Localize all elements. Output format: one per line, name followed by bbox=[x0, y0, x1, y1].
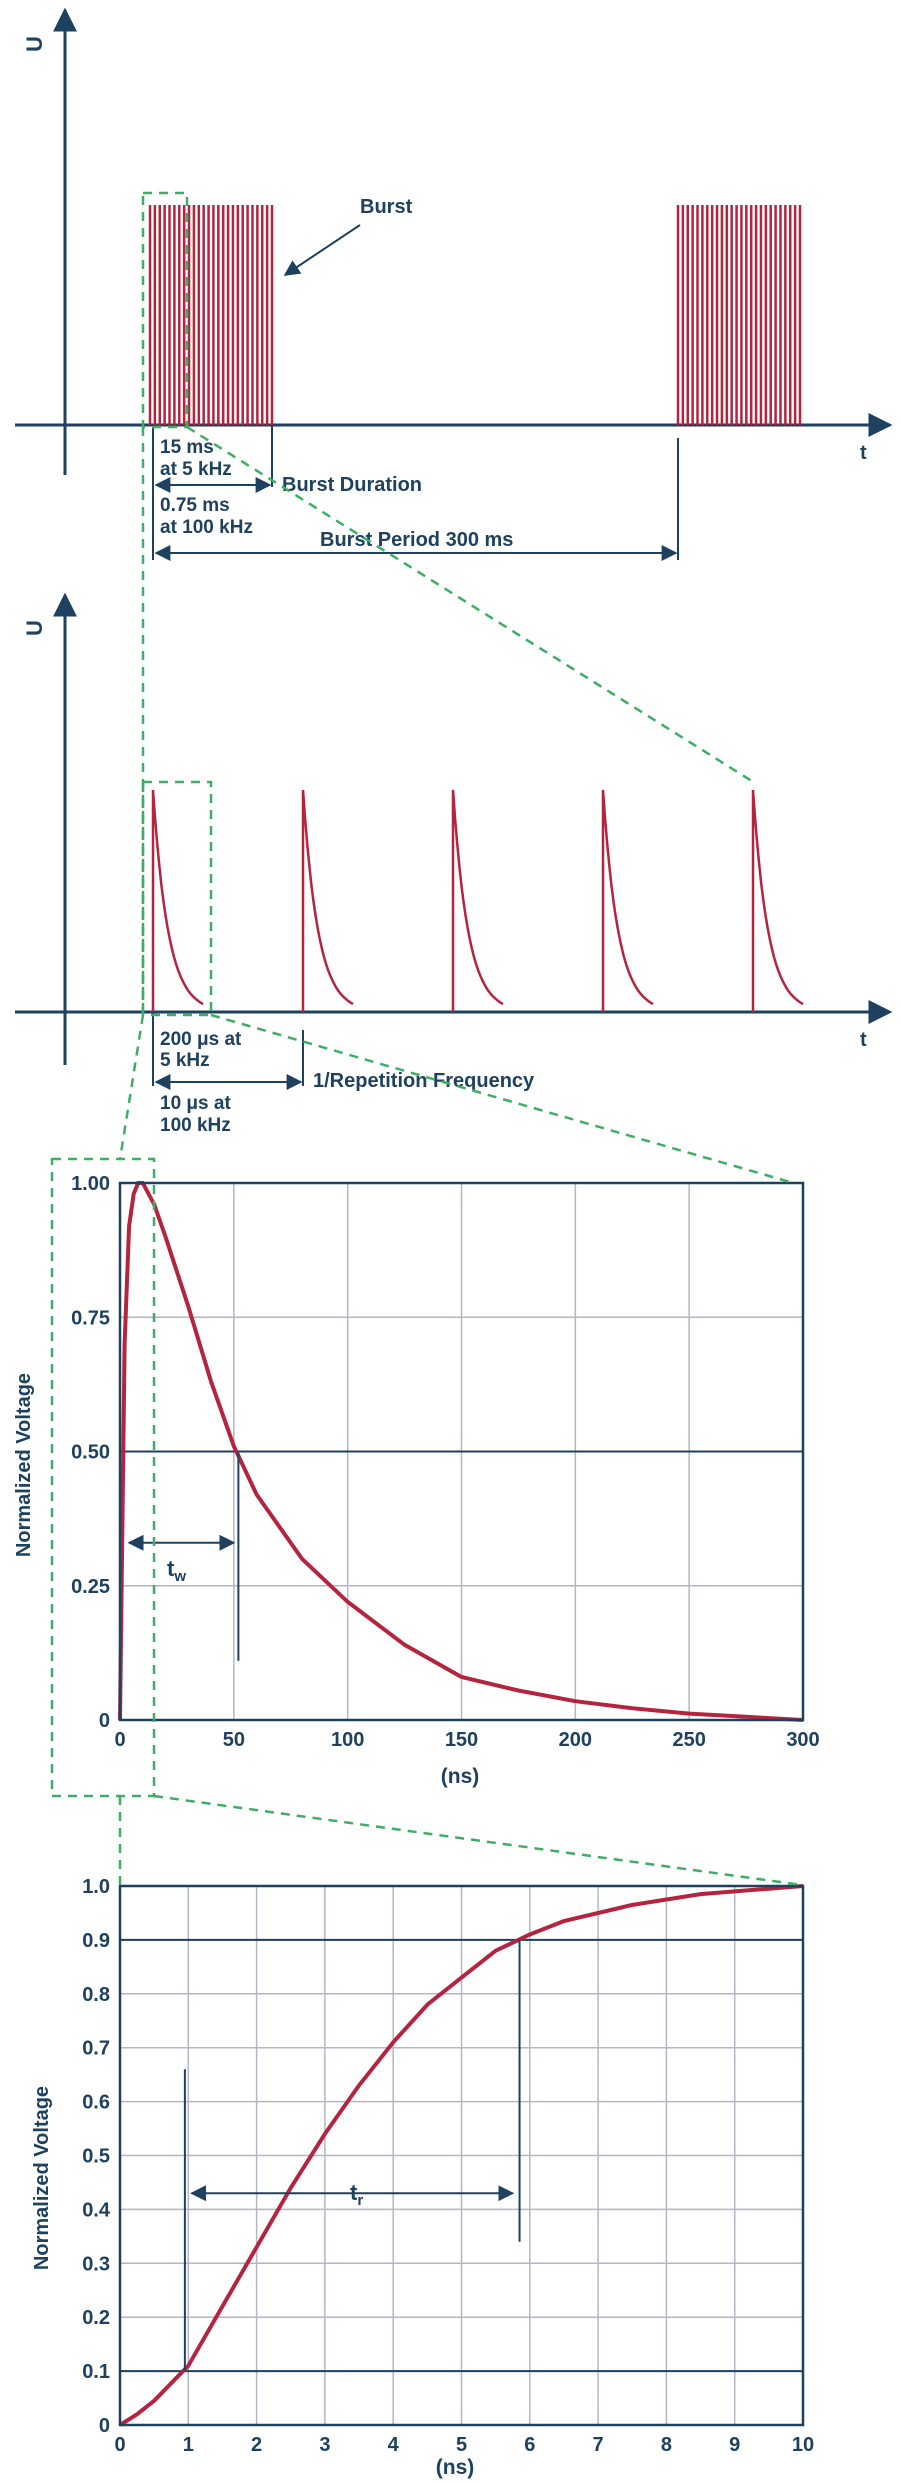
y-tick-label: 0.5 bbox=[82, 2146, 110, 2168]
y-tick-label: 0.6 bbox=[82, 2092, 110, 2114]
pulse-shape-chart: 0 50 100 150 200 250 300 0 0.25 0.50 0.75 1.00 (ns… bbox=[13, 1173, 820, 1788]
chart3-tw-markers bbox=[127, 1451, 240, 1661]
chart4-grid bbox=[120, 1886, 803, 2425]
x-tick-label: 8 bbox=[661, 2434, 672, 2456]
chart3-plot-frame bbox=[118, 1181, 805, 1722]
x-tick-label: 100 bbox=[331, 1729, 364, 1751]
panel1-y-label: U bbox=[22, 36, 47, 52]
panel-burst: U t Burst 15 ms at 5 kHz Burst Duration … bbox=[15, 7, 893, 561]
pulse-waveform bbox=[301, 789, 354, 1012]
y-tick-label: 0.2 bbox=[82, 2307, 110, 2329]
chart4-tr-markers bbox=[183, 1939, 521, 2372]
panel-pulses: U t 200 μs at 5 kHz 1/Repetition Frequen… bbox=[15, 592, 893, 1136]
period-5k-value: 200 μs at bbox=[160, 1029, 242, 1050]
x-tick-label: 50 bbox=[223, 1729, 245, 1751]
burst-period-label: Burst Period 300 ms bbox=[320, 529, 513, 551]
y-tick-label: 0.25 bbox=[71, 1576, 110, 1598]
burst-2-pulses bbox=[676, 205, 802, 425]
y-tick-label: 1.00 bbox=[71, 1173, 110, 1195]
rise-time-chart: 0 1 2 3 4 5 6 7 8 9 10 0 0.1 0.2 0.3 0.4 0.5 0.6 0.7 0.8 0.… bbox=[31, 1876, 814, 2479]
chart3-x-label: (ns) bbox=[441, 1765, 480, 1788]
duration-5k-value: 15 ms bbox=[160, 437, 214, 458]
x-tick-label: 0 bbox=[114, 2434, 125, 2456]
duration-5k-freq: at 5 kHz bbox=[160, 459, 232, 480]
pulse-waveform bbox=[151, 789, 204, 1012]
chart3-y-label: Normalized Voltage bbox=[13, 1373, 35, 1557]
zoom-box-single-pulse bbox=[141, 780, 213, 1017]
x-tick-label: 200 bbox=[559, 1729, 592, 1751]
zoom-guide-right-1 bbox=[186, 425, 756, 785]
chart4-y-ticks: 0 0.1 0.2 0.3 0.4 0.5 0.6 0.7 0.8 0.9 1.0 bbox=[82, 1876, 111, 2437]
y-tick-label: 0.8 bbox=[82, 1984, 110, 2006]
x-tick-label: 9 bbox=[729, 2434, 740, 2456]
chart3-y-ticks: 0 0.25 0.50 0.75 1.00 bbox=[71, 1173, 110, 1732]
period-100k-freq: 100 kHz bbox=[160, 1115, 231, 1136]
y-tick-label: 0 bbox=[99, 1710, 110, 1732]
x-tick-label: 5 bbox=[456, 2434, 467, 2456]
chart4-y-label: Normalized Voltage bbox=[31, 2086, 53, 2270]
y-tick-label: 0.7 bbox=[82, 2038, 110, 2060]
x-tick-label: 6 bbox=[524, 2434, 535, 2456]
pulse-waveform bbox=[451, 789, 504, 1012]
chart3-pulse-curve bbox=[118, 1181, 804, 1722]
panel2-y-label: U bbox=[22, 620, 47, 636]
zoom-box-pulse-edge bbox=[50, 1157, 156, 1798]
duration-100k-freq: at 100 kHz bbox=[160, 517, 253, 538]
period-5k-freq: 5 kHz bbox=[160, 1050, 210, 1071]
burst-duration-label: Burst Duration bbox=[282, 474, 422, 496]
chart4-x-label: (ns) bbox=[436, 2456, 475, 2479]
panel2-x-label: t bbox=[860, 1029, 867, 1051]
x-tick-label: 3 bbox=[319, 2434, 330, 2456]
x-tick-label: 10 bbox=[792, 2434, 814, 2456]
y-tick-label: 1.0 bbox=[82, 1876, 110, 1898]
pulse-waveform bbox=[751, 789, 804, 1012]
x-tick-label: 250 bbox=[672, 1729, 705, 1751]
pulse-train bbox=[151, 789, 804, 1012]
chart4-x-ticks: 0 1 2 3 4 5 6 7 8 9 10 bbox=[114, 2434, 814, 2456]
y-tick-label: 0.50 bbox=[71, 1442, 110, 1464]
x-tick-label: 150 bbox=[445, 1729, 478, 1751]
rep-frequency-label: 1/Repetition Frequency bbox=[313, 1070, 535, 1092]
tw-annotation: tw bbox=[167, 1556, 186, 1585]
burst-1-pulses bbox=[148, 205, 274, 425]
y-tick-label: 0.3 bbox=[82, 2253, 110, 2275]
y-tick-label: 0.1 bbox=[82, 2361, 110, 2383]
burst-pointer-arrow bbox=[283, 224, 361, 276]
period-100k-value: 10 μs at bbox=[160, 1093, 231, 1114]
y-tick-label: 0.75 bbox=[71, 1307, 110, 1329]
x-tick-label: 7 bbox=[593, 2434, 604, 2456]
y-tick-label: 0.4 bbox=[82, 2199, 111, 2221]
pulse-waveform bbox=[601, 789, 654, 1012]
zoom-box-burst-start bbox=[141, 191, 189, 429]
y-tick-label: 0 bbox=[99, 2415, 110, 2437]
y-tick-label: 0.9 bbox=[82, 1930, 110, 1952]
chart4-rise-curve bbox=[118, 1884, 804, 2427]
x-tick-label: 1 bbox=[183, 2434, 194, 2456]
zoom-guide-right-2 bbox=[210, 1013, 791, 1184]
zoom-guide-left-2 bbox=[118, 1014, 145, 1160]
x-tick-label: 2 bbox=[251, 2434, 262, 2456]
burst-label: Burst bbox=[360, 196, 413, 218]
duration-100k-value: 0.75 ms bbox=[160, 495, 230, 516]
x-tick-label: 4 bbox=[388, 2434, 400, 2456]
chart4-plot-frame bbox=[118, 1884, 805, 2427]
tr-annotation: tr bbox=[350, 2180, 363, 2209]
chart4-reference-lines bbox=[120, 1938, 803, 2373]
zoom-guide-right-3 bbox=[153, 1794, 803, 1887]
panel1-x-label: t bbox=[860, 442, 867, 464]
zoom-indicators bbox=[50, 191, 803, 1890]
x-tick-label: 0 bbox=[114, 1729, 125, 1751]
x-tick-label: 300 bbox=[786, 1729, 819, 1751]
chart3-x-ticks: 0 50 100 150 200 250 300 bbox=[114, 1729, 819, 1751]
